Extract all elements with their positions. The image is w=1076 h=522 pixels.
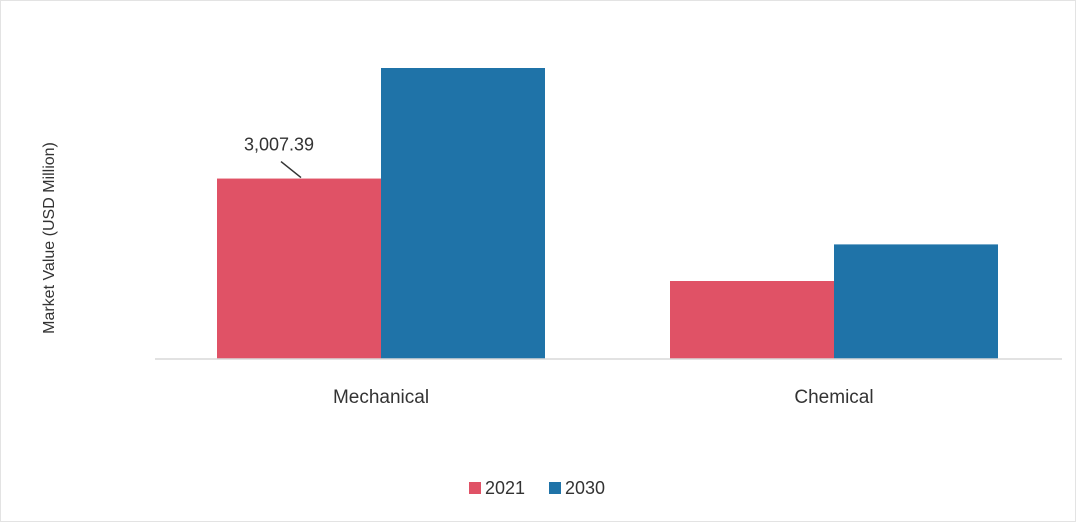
legend-swatch-2030 xyxy=(549,482,561,494)
x-tick-labels: Mechanical Chemical xyxy=(333,387,874,408)
y-axis-label: Market Value (USD Million) xyxy=(41,142,58,334)
legend-swatch-2021 xyxy=(469,482,481,494)
bar-chemical-2030 xyxy=(834,244,998,359)
legend: 2021 2030 xyxy=(469,478,605,498)
data-label-leader-mechanical-2021 xyxy=(280,160,302,179)
bars-group xyxy=(217,68,998,359)
data-label-mechanical-2021: 3,007.39 xyxy=(244,135,314,155)
bar-chemical-2021 xyxy=(670,281,834,359)
bar-mechanical-2021 xyxy=(217,178,381,359)
bar-mechanical-2030 xyxy=(381,68,545,359)
legend-label-2021: 2021 xyxy=(485,478,525,498)
x-tick-mechanical: Mechanical xyxy=(333,387,429,408)
x-tick-chemical: Chemical xyxy=(794,387,873,408)
legend-label-2030: 2030 xyxy=(565,478,605,498)
annotations-group: 3,007.39 xyxy=(244,135,314,179)
